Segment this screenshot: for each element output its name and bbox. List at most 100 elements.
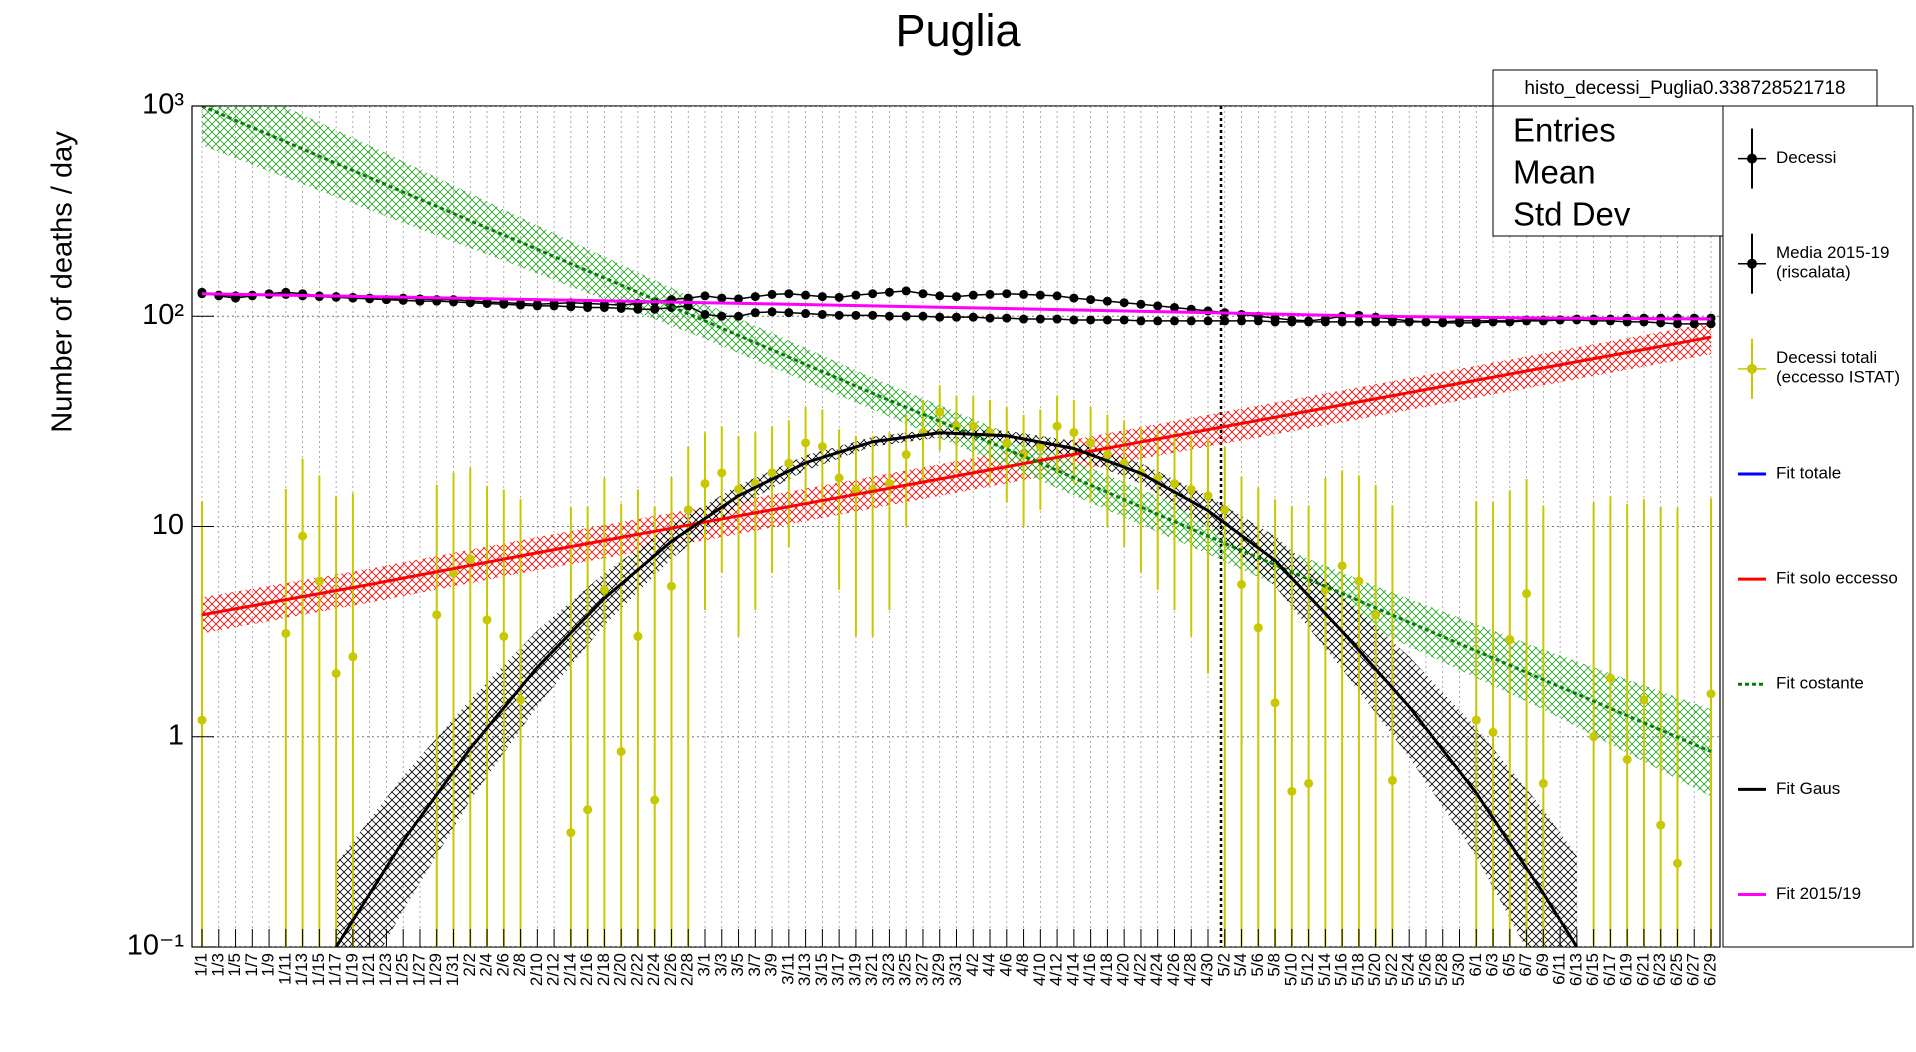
x-tick-label: 3/29	[929, 953, 948, 986]
data-point	[1237, 579, 1247, 589]
data-point	[1002, 313, 1012, 323]
x-tick-label: 4/12	[1047, 953, 1066, 986]
stats-title: histo_decessi_Puglia0.338728521718	[1524, 78, 1845, 99]
fit-line	[201, 106, 1712, 753]
data-point	[197, 715, 207, 725]
data-point	[449, 297, 458, 307]
data-point	[1102, 450, 1112, 460]
data-point	[1270, 317, 1280, 327]
data-point	[1019, 289, 1029, 299]
x-tick-label: 5/20	[1365, 953, 1384, 986]
data-point	[1102, 315, 1112, 325]
x-tick-label: 3/25	[896, 953, 915, 986]
data-point	[1186, 484, 1196, 494]
data-point	[1220, 316, 1230, 326]
x-tick-label: 6/17	[1600, 953, 1619, 986]
x-tick-label: 4/6	[996, 953, 1015, 977]
data-point	[834, 292, 844, 302]
stats-label: Mean	[1513, 154, 1596, 191]
data-point	[1253, 623, 1263, 633]
data-point	[884, 311, 894, 321]
data-point	[1153, 316, 1163, 326]
x-tick-label: 6/15	[1583, 953, 1602, 986]
x-tick-label: 4/18	[1097, 953, 1116, 986]
x-tick-label: 5/4	[1231, 953, 1250, 977]
x-tick-label: 2/28	[678, 953, 697, 986]
data-point	[1035, 290, 1045, 300]
x-tick-label: 1/27	[409, 953, 428, 986]
data-point	[616, 747, 626, 757]
data-point	[1354, 317, 1364, 327]
data-point	[935, 407, 945, 417]
data-point	[717, 293, 727, 303]
x-tick-label: 5/30	[1449, 953, 1468, 986]
legend-label: Fit costante	[1776, 674, 1864, 693]
data-point	[767, 307, 777, 317]
data-point	[1052, 421, 1062, 431]
x-tick-label: 3/5	[728, 953, 747, 977]
data-point	[231, 291, 241, 301]
data-point	[1086, 315, 1096, 325]
x-tick-label: 4/26	[1164, 953, 1183, 986]
x-tick-label: 2/26	[661, 953, 680, 986]
x-tick-label: 3/27	[912, 953, 931, 986]
x-tick-label: 1/19	[342, 953, 361, 986]
x-tick-label: 6/11	[1550, 953, 1569, 985]
y-tick-label: 1	[168, 719, 184, 751]
data-point	[1320, 585, 1330, 595]
data-point	[851, 484, 861, 494]
data-point	[935, 291, 945, 301]
fit-line	[201, 335, 1712, 617]
x-tick-label: 1/21	[359, 953, 378, 986]
data-point	[868, 310, 878, 320]
data-point	[817, 309, 827, 319]
legend-label: Fit solo eccesso	[1776, 569, 1898, 588]
data-point	[549, 301, 559, 311]
x-tick-label: 6/5	[1499, 953, 1518, 977]
x-tick-label: 2/6	[493, 953, 512, 977]
data-point	[1471, 715, 1481, 725]
data-point	[1371, 317, 1381, 327]
data-point	[616, 303, 626, 313]
data-point	[851, 310, 861, 320]
x-tick-label: 4/24	[1147, 953, 1166, 986]
fit-line	[201, 292, 1712, 321]
x-tick-label: 6/27	[1684, 953, 1703, 986]
x-tick-label: 1/29	[426, 953, 445, 986]
data-point	[633, 631, 643, 641]
x-tick-label: 2/8	[510, 953, 529, 977]
data-point	[1387, 317, 1397, 327]
x-tick-label: 3/9	[762, 953, 781, 977]
x-tick-label: 2/18	[594, 953, 613, 986]
x-tick-label: 1/9	[259, 953, 278, 977]
data-point	[700, 291, 710, 301]
data-point	[516, 300, 526, 310]
data-point	[465, 554, 475, 564]
data-point	[1069, 427, 1079, 437]
x-tick-label: 3/21	[862, 953, 881, 986]
x-tick-label: 4/8	[1013, 953, 1032, 977]
data-point	[868, 289, 878, 299]
x-tick-label: 6/19	[1617, 953, 1636, 986]
data-point	[968, 421, 978, 431]
x-tick-label: 2/16	[577, 953, 596, 986]
x-tick-label: 4/4	[980, 953, 999, 977]
x-tick-label: 3/31	[946, 953, 965, 986]
data-point	[599, 585, 609, 595]
x-tick-label: 6/21	[1633, 953, 1652, 986]
data-point	[583, 303, 593, 313]
data-point	[1320, 317, 1330, 327]
x-tick-label: 3/13	[795, 953, 814, 986]
data-point	[1287, 786, 1297, 796]
x-tick-label: 1/17	[326, 953, 345, 986]
x-tick-label: 4/20	[1114, 953, 1133, 986]
x-tick-label: 5/26	[1415, 953, 1434, 986]
data-point	[750, 292, 760, 302]
legend-label: Decessi	[1776, 148, 1836, 167]
x-tick-label: 4/28	[1181, 953, 1200, 986]
y-axis-label: Number of deaths / day	[47, 131, 79, 433]
data-point	[952, 312, 961, 322]
data-point	[1589, 732, 1599, 742]
chart-title: Puglia	[895, 5, 1021, 56]
data-point	[1354, 576, 1364, 586]
